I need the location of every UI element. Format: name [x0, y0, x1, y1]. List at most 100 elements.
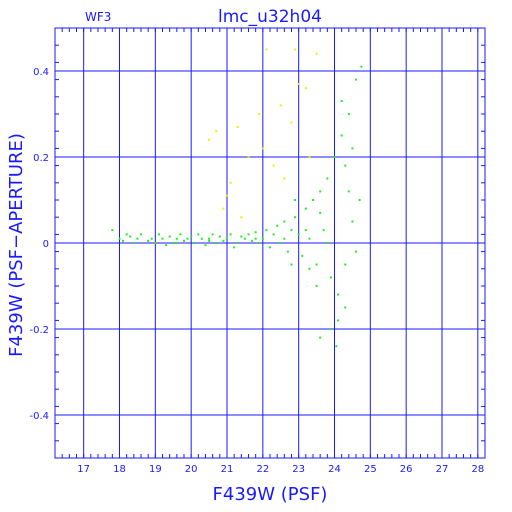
data-point [290, 121, 293, 124]
data-point [161, 237, 164, 240]
x-tick-label: 28 [471, 464, 484, 475]
data-point [197, 233, 200, 236]
data-point [147, 239, 150, 242]
x-tick-label: 22 [256, 464, 269, 475]
panel-label: WF3 [85, 10, 111, 24]
data-point [247, 156, 250, 158]
data-point [358, 199, 361, 201]
data-point [344, 164, 347, 167]
data-point [204, 244, 207, 247]
data-point [294, 48, 297, 51]
data-point [218, 235, 221, 238]
data-point [286, 250, 289, 253]
y-tick-label: -0.2 [29, 325, 49, 336]
data-point [308, 267, 311, 270]
data-point [150, 237, 153, 240]
y-axis-title: F439W (PSF−APERTURE) [6, 133, 27, 357]
x-tick-label: 21 [221, 464, 234, 475]
data-point [283, 177, 286, 180]
data-point [294, 216, 297, 219]
data-point [265, 229, 268, 232]
data-point [322, 229, 325, 232]
data-point [333, 156, 336, 158]
data-point [283, 237, 286, 240]
data-point [269, 246, 271, 249]
data-point [312, 199, 314, 201]
data-point [308, 237, 311, 240]
data-point [272, 164, 275, 167]
data-point [319, 190, 322, 193]
data-point [226, 237, 228, 240]
data-point [297, 82, 300, 85]
data-point [222, 239, 225, 242]
data-point [179, 233, 182, 236]
data-point [326, 242, 329, 244]
data-point [315, 52, 318, 55]
data-point [157, 233, 160, 236]
y-tick-label: 0 [43, 239, 49, 250]
data-point [319, 211, 322, 214]
chart-title: lmc_u32h04 [218, 7, 322, 27]
data-point [347, 190, 350, 193]
data-point [175, 237, 178, 240]
data-point [279, 104, 282, 107]
data-point [247, 233, 250, 236]
data-point [351, 220, 354, 223]
data-point [304, 207, 307, 210]
data-point [294, 199, 297, 201]
y-tick-label: -0.4 [29, 411, 49, 422]
data-point [243, 237, 246, 240]
data-point [240, 235, 243, 238]
data-point [254, 237, 257, 240]
data-point [276, 224, 279, 227]
data-point [315, 263, 318, 266]
data-point [215, 242, 218, 244]
data-point [340, 100, 343, 103]
data-point [240, 216, 243, 219]
x-tick-label: 17 [77, 464, 90, 475]
data-point [233, 246, 236, 249]
data-point [136, 237, 139, 240]
data-point [200, 237, 203, 240]
data-point [351, 147, 354, 150]
data-point [122, 239, 125, 242]
data-point [258, 242, 261, 244]
data-point [355, 78, 357, 81]
data-point [226, 194, 228, 197]
x-tick-label: 24 [328, 464, 341, 475]
data-point [265, 48, 268, 51]
data-point [215, 130, 218, 133]
data-point [190, 235, 193, 238]
data-point [140, 233, 142, 236]
data-points [111, 48, 363, 348]
data-point [208, 138, 211, 141]
data-point [329, 276, 332, 279]
data-point [236, 125, 239, 128]
data-point [261, 237, 264, 240]
data-point [172, 242, 175, 244]
data-point [132, 242, 135, 244]
data-point [335, 345, 338, 348]
data-point [347, 113, 350, 115]
data-point [326, 177, 329, 180]
y-tick-labels: -0.4 -0.2 0 0.2 0.4 [29, 67, 49, 422]
data-point [304, 229, 307, 232]
x-tick-labels: 17 18 19 20 21 22 23 24 25 26 27 28 [77, 464, 484, 475]
y-tick-label: 0.4 [33, 67, 49, 78]
x-tick-label: 19 [149, 464, 162, 475]
y-tick-label: 0.2 [33, 153, 49, 164]
data-point [118, 237, 121, 240]
data-point [290, 263, 293, 266]
data-point [301, 254, 304, 257]
data-point [229, 181, 232, 184]
data-point [129, 235, 132, 238]
data-point [297, 233, 300, 236]
data-point [154, 242, 157, 244]
data-point [337, 319, 340, 322]
data-point [208, 239, 211, 242]
data-point [272, 233, 275, 236]
data-point [186, 237, 189, 240]
data-point [319, 336, 322, 339]
data-point [222, 207, 225, 210]
x-tick-label: 26 [400, 464, 413, 475]
